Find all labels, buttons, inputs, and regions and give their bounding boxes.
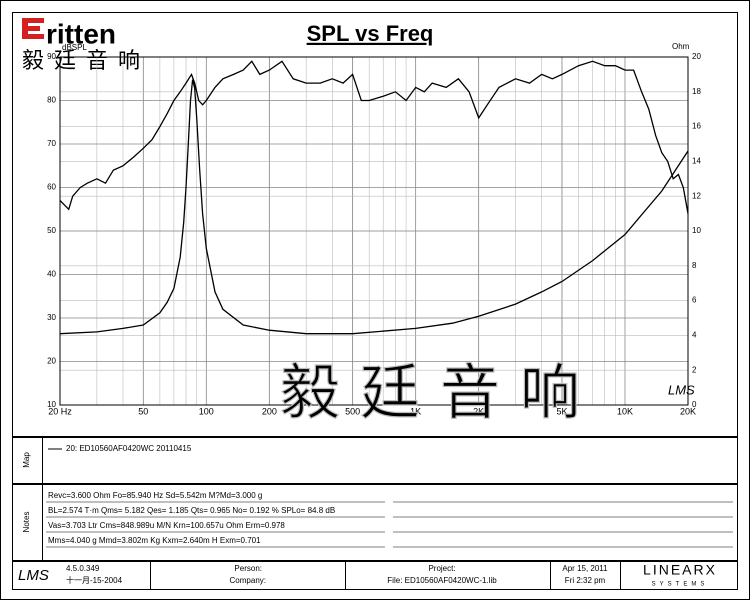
footer-lms: LMS bbox=[18, 567, 49, 584]
logo-mark bbox=[22, 18, 44, 39]
legend-entry: 20: ED10560AF0420WC 20110415 bbox=[66, 444, 192, 453]
version: 4.5.0.349 bbox=[66, 564, 100, 573]
y-tick-label: 20 bbox=[47, 357, 56, 366]
chart-title: SPL vs Freq bbox=[307, 21, 434, 46]
plot bbox=[59, 60, 689, 335]
chart-frame bbox=[12, 12, 738, 437]
plot-frame bbox=[59, 56, 689, 406]
note-line: BL=2.574 T·m Qms= 5.182 Qes= 1.185 Qts= … bbox=[48, 506, 335, 515]
y-tick-label: 40 bbox=[47, 270, 56, 279]
y2-axis-label: Ohm bbox=[672, 42, 690, 51]
note-line: Revc=3.600 Ohm Fo=85.940 Hz Sd=5.542m M?… bbox=[48, 491, 262, 500]
y2-tick-label: 20 bbox=[692, 52, 701, 61]
y-tick-label: 30 bbox=[47, 313, 56, 322]
notes-lines: Revc=3.600 Ohm Fo=85.940 Hz Sd=5.542m M?… bbox=[46, 491, 733, 548]
x-tick-label: 50 bbox=[138, 406, 148, 416]
x-tick-label: 10K bbox=[617, 406, 633, 416]
data-line bbox=[59, 79, 689, 335]
notes-panel bbox=[12, 484, 738, 561]
y-tick-label: 60 bbox=[47, 183, 56, 192]
x-tick-label: 500 bbox=[345, 406, 360, 416]
map-label: Map bbox=[22, 452, 31, 468]
logo-chinese: 毅廷音响 bbox=[22, 48, 150, 73]
x-tick-label: 100 bbox=[199, 406, 214, 416]
y-tick-label: 80 bbox=[47, 96, 56, 105]
data-line bbox=[59, 60, 689, 214]
build-date: 十一月-15-2004 bbox=[66, 575, 123, 585]
x-tick-label: 2K bbox=[473, 406, 484, 416]
map-panel bbox=[12, 437, 738, 484]
y-axis-label: dBSPL bbox=[62, 43, 87, 52]
y2-tick-label: 10 bbox=[692, 226, 701, 235]
file: File: ED10560AF0420WC-1.lib bbox=[387, 576, 497, 585]
y2-tick-label: 12 bbox=[692, 191, 701, 200]
y2-tick-label: 16 bbox=[692, 122, 701, 131]
date: Apr 15, 2011 bbox=[562, 564, 608, 573]
y-tick-label: 70 bbox=[47, 139, 56, 148]
y2-tick-label: 18 bbox=[692, 87, 701, 96]
x-tick-label: 20 Hz bbox=[48, 406, 72, 416]
y-tick-label: 90 bbox=[47, 52, 56, 61]
logo: ritten bbox=[46, 18, 116, 49]
notes-label: Notes bbox=[22, 512, 31, 533]
y2-tick-label: 2 bbox=[692, 365, 697, 374]
watermark: 毅廷音响 bbox=[280, 359, 600, 429]
x-tick-label: 5K bbox=[556, 406, 567, 416]
y-tick-label: 10 bbox=[47, 400, 56, 409]
y2-tick-label: 14 bbox=[692, 157, 701, 166]
x-tick-label: 1K bbox=[410, 406, 421, 416]
x-tick-label: 200 bbox=[262, 406, 277, 416]
note-line: Mms=4.040 g Mmd=3.802m Kg Kxm=2.640m H E… bbox=[48, 536, 261, 545]
annotation: LMS bbox=[668, 382, 695, 397]
brand-sub: SYSTEMS bbox=[652, 582, 709, 588]
time: Fri 2:32 pm bbox=[565, 576, 606, 585]
note-line: Vas=3.703 Ltr Cms=848.989u M/N Krn=100.6… bbox=[48, 521, 285, 530]
y-tick-label: 50 bbox=[47, 226, 56, 235]
y2-tick-label: 0 bbox=[692, 400, 697, 409]
project: Project: bbox=[428, 564, 455, 573]
company: Company: bbox=[230, 576, 266, 585]
footer bbox=[12, 561, 738, 590]
y2-tick-label: 8 bbox=[692, 261, 697, 270]
y2-tick-label: 6 bbox=[692, 296, 697, 305]
brand: LINEARX bbox=[643, 562, 717, 578]
x-tick-label: 20K bbox=[680, 406, 696, 416]
person: Person: bbox=[234, 564, 262, 573]
y2-tick-label: 4 bbox=[692, 331, 697, 340]
